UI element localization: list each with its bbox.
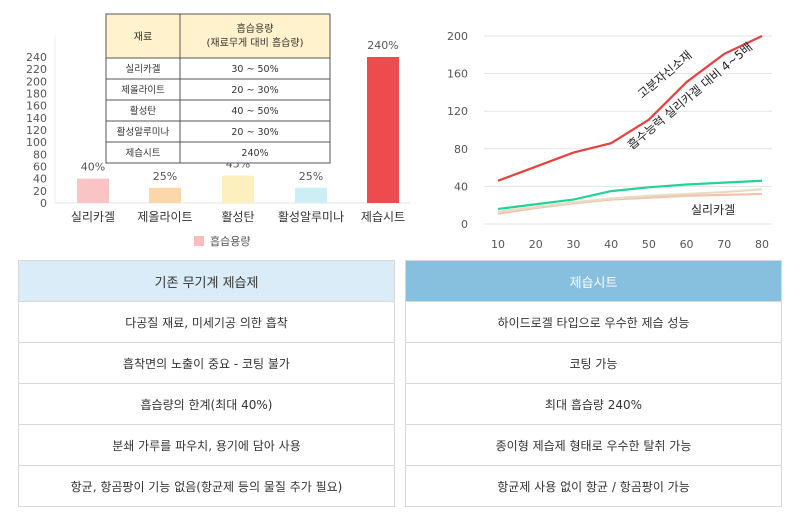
inset-table-cell: 20 ~ 30% — [231, 85, 278, 96]
x-category-label: 활성탄 — [221, 210, 254, 224]
y-tick-label: 120 — [26, 124, 47, 137]
x-category-label: 제올라이트 — [137, 210, 192, 224]
y-tick-label: 100 — [26, 136, 47, 149]
y-tick-label: 40 — [33, 173, 47, 186]
y-tick-label: 80 — [33, 148, 47, 161]
x-tick-label: 20 — [529, 238, 543, 251]
series-line — [497, 188, 763, 213]
y-tick-label: 180 — [26, 88, 47, 101]
y-tick-label: 60 — [33, 161, 47, 174]
y-tick-label: 240 — [26, 51, 47, 64]
sheet-row: 종이형 제습제 형태로 우수한 탈취 가능 — [405, 424, 782, 466]
x-tick-label: 60 — [680, 238, 694, 251]
y-tick-label: 140 — [26, 112, 47, 125]
bar — [149, 187, 181, 203]
bar — [222, 175, 254, 203]
legend-swatch — [194, 236, 204, 246]
sheet-row: 항균제 사용 없이 항균 / 항곰팡이 가능 — [405, 465, 782, 507]
x-tick-label: 40 — [604, 238, 618, 251]
y-tick-label: 120 — [447, 105, 468, 118]
inset-table-cell: 30 ~ 50% — [231, 64, 278, 75]
inset-table-cell: 20 ~ 30% — [231, 127, 278, 138]
legend-label: 흡습용량 — [210, 234, 250, 248]
sheet-row: 최대 흡습량 240% — [405, 383, 782, 425]
inset-table-cell: 40 ~ 50% — [231, 106, 278, 117]
x-tick-label: 80 — [755, 238, 769, 251]
inset-table-header: 재료 — [134, 31, 152, 43]
series-line — [497, 35, 763, 182]
x-category-label: 활성알루미나 — [278, 210, 344, 224]
inset-table-body-bg — [106, 58, 330, 163]
x-tick-label: 50 — [642, 238, 656, 251]
bar — [295, 187, 327, 203]
x-tick-label: 70 — [717, 238, 731, 251]
bar-value-label: 25% — [299, 170, 323, 183]
legacy-row: 항균, 항곰팡이 기능 없음(항균제 등의 물질 추가 필요) — [18, 465, 395, 507]
inset-table-cell: 제올라이트 — [121, 85, 165, 96]
y-tick-label: 220 — [26, 63, 47, 76]
x-category-label: 제습시트 — [361, 210, 405, 224]
legacy-row: 분쇄 가루를 파우치, 용기에 담아 사용 — [18, 424, 395, 466]
inset-table-cell: 제습시트 — [126, 148, 161, 159]
bar — [77, 178, 109, 203]
bar-value-label: 240% — [367, 39, 398, 52]
inset-table-cell: 240% — [241, 148, 268, 159]
inset-table-header: 흡습용량 — [237, 22, 274, 35]
legacy-row: 흡습량의 한계(최대 40%) — [18, 383, 395, 425]
inset-table-cell: 실리카겔 — [126, 63, 161, 75]
sheet-desiccant-table: 제습시트 하이드로겔 타입으로 우수한 제습 성능 코팅 가능 최대 흡습량 2… — [405, 260, 782, 507]
annotation-label: 실리카겔 — [691, 203, 735, 217]
legacy-row: 흡착면의 노출이 중요 - 코팅 불가 — [18, 342, 395, 384]
inset-table-cell: 활성탄 — [130, 105, 156, 117]
y-tick-label: 200 — [447, 30, 468, 43]
x-tick-label: 10 — [491, 238, 505, 251]
x-category-label: 실리카겔 — [71, 210, 115, 224]
y-tick-label: 160 — [447, 68, 468, 81]
y-tick-label: 0 — [461, 218, 468, 231]
y-tick-label: 40 — [454, 180, 468, 193]
legacy-desiccant-table: 기존 무기계 제습제 다공질 재료, 미세기공 의한 흡착 흡착면의 노출이 중… — [18, 260, 395, 507]
inset-table: 재료 흡습용량(재료무게 대비 흡습량) 실리카겔 30 ~ 50% 제올라이트 20 ~… — [105, 13, 331, 164]
sheet-table-header: 제습시트 — [405, 260, 782, 302]
inset-table-header: (재료무게 대비 흡습량) — [207, 36, 304, 49]
y-tick-label: 0 — [40, 197, 47, 210]
inset-table-header-bg — [106, 14, 330, 58]
x-tick-label: 30 — [566, 238, 580, 251]
bar-value-label: 25% — [153, 170, 177, 183]
y-tick-label: 160 — [26, 100, 47, 113]
sheet-row: 하이드로겔 타입으로 우수한 제습 성능 — [405, 301, 782, 343]
y-tick-label: 200 — [26, 75, 47, 88]
bar — [367, 57, 399, 203]
bar-value-label: 40% — [81, 161, 105, 174]
inset-table-cell: 활성알루미나 — [117, 126, 170, 138]
sheet-row: 코팅 가능 — [405, 342, 782, 384]
y-tick-label: 20 — [33, 185, 47, 198]
y-tick-label: 80 — [454, 143, 468, 156]
legacy-table-header: 기존 무기계 제습제 — [18, 260, 395, 302]
series-line — [497, 179, 763, 211]
legacy-row: 다공질 재료, 미세기공 의한 흡착 — [18, 301, 395, 343]
